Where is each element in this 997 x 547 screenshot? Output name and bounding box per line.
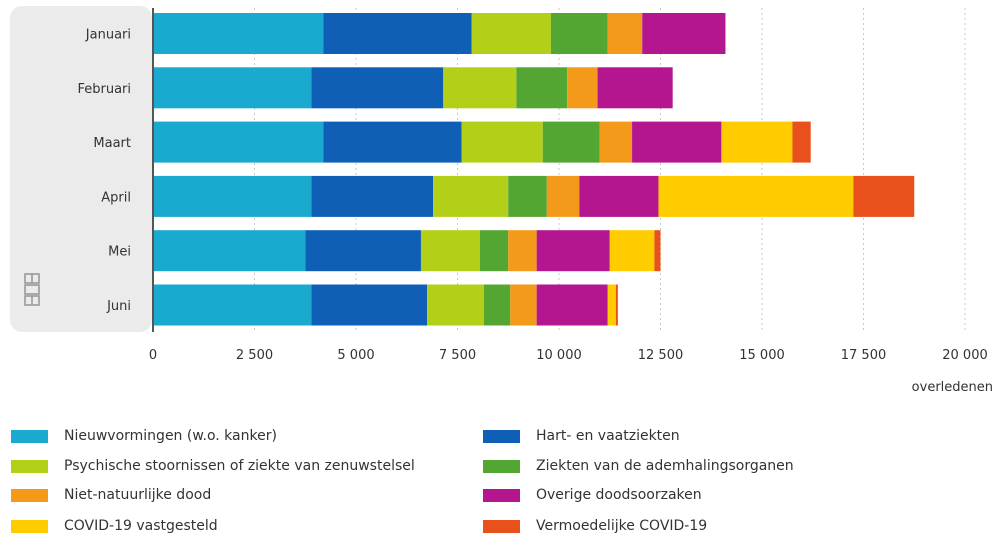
bar-segment bbox=[483, 284, 511, 326]
bar-segment bbox=[607, 13, 643, 54]
bar-segment bbox=[153, 230, 306, 272]
bar-segment bbox=[433, 175, 509, 217]
bar-segment bbox=[323, 13, 472, 54]
legend: Nieuwvormingen (w.o. kanker) Hart- en vaa… bbox=[0, 428, 997, 547]
bar-segment bbox=[323, 121, 462, 163]
bar-segment bbox=[792, 121, 811, 163]
x-tick-label: 17 500 bbox=[841, 348, 887, 363]
legend-item: Vermoedelijke COVID-19 bbox=[483, 515, 707, 537]
cbs-logo bbox=[24, 273, 40, 306]
bar-segment bbox=[607, 284, 616, 326]
legend-label: Overige doodsoorzaken bbox=[536, 487, 702, 503]
x-tick-label: 20 000 bbox=[942, 348, 988, 363]
x-tick-label: 10 000 bbox=[536, 348, 582, 363]
category-label: Januari bbox=[85, 28, 131, 43]
legend-item: COVID-19 vastgesteld bbox=[11, 515, 218, 537]
category-label: Februari bbox=[77, 82, 131, 97]
legend-swatch bbox=[483, 488, 520, 502]
bar-segment bbox=[471, 13, 551, 54]
legend-item: Psychische stoornissen of ziekte van zen… bbox=[11, 455, 415, 477]
bar-segment bbox=[642, 13, 726, 54]
legend-swatch bbox=[11, 459, 48, 473]
x-tick-label: 0 bbox=[149, 348, 157, 363]
bar-segment bbox=[546, 175, 580, 217]
legend-swatch bbox=[11, 488, 48, 502]
legend-swatch bbox=[483, 459, 520, 473]
category-labels: Januari Februari Maart April Mei Juni bbox=[77, 28, 131, 315]
bar-segment bbox=[427, 284, 484, 326]
legend-swatch bbox=[11, 429, 48, 443]
bar-segment bbox=[508, 230, 537, 272]
bar-segment bbox=[420, 230, 480, 272]
bar-segment bbox=[311, 284, 428, 326]
bar-segment bbox=[609, 230, 655, 272]
bar-segment bbox=[461, 121, 543, 163]
bar-segment bbox=[153, 67, 312, 109]
bar-segment bbox=[536, 230, 610, 272]
x-tick-label: 15 000 bbox=[739, 348, 785, 363]
legend-label: Vermoedelijke COVID-19 bbox=[536, 518, 708, 534]
bar-segment bbox=[853, 175, 915, 217]
grid-lines bbox=[254, 8, 966, 332]
bar-segment bbox=[305, 230, 421, 272]
legend-label: Psychische stoornissen of ziekte van zen… bbox=[64, 458, 415, 474]
bar-segment bbox=[311, 175, 434, 217]
category-panel bbox=[10, 6, 152, 332]
bar-segment bbox=[153, 284, 312, 326]
legend-item: Niet-natuurlijke dood bbox=[11, 484, 211, 506]
legend-swatch bbox=[483, 519, 520, 533]
category-label: Juni bbox=[106, 299, 131, 314]
x-tick-label: 5 000 bbox=[337, 348, 374, 363]
legend-label: Hart- en vaatziekten bbox=[536, 428, 680, 444]
bar-segment bbox=[510, 284, 537, 326]
bar-segment bbox=[536, 284, 608, 326]
legend-swatch bbox=[483, 429, 520, 443]
bar-segment bbox=[550, 13, 608, 54]
legend-item: Ziekten van de ademhalingsorganen bbox=[483, 455, 794, 477]
category-label: Mei bbox=[108, 245, 131, 260]
bar-segment bbox=[597, 67, 673, 109]
bar-segment bbox=[658, 175, 854, 217]
legend-swatch bbox=[11, 519, 48, 533]
bar-segment bbox=[516, 67, 568, 109]
bar-segment bbox=[632, 121, 722, 163]
bar-segment bbox=[153, 175, 312, 217]
category-label: Maart bbox=[93, 136, 131, 151]
bar-segment bbox=[153, 13, 324, 54]
bar-segment bbox=[654, 230, 661, 272]
bar-segment bbox=[599, 121, 633, 163]
category-label: April bbox=[101, 190, 131, 205]
bar-segment bbox=[721, 121, 793, 163]
bar-segment bbox=[579, 175, 659, 217]
bar-segment bbox=[542, 121, 600, 163]
legend-item: Overige doodsoorzaken bbox=[483, 484, 702, 506]
legend-item: Nieuwvormingen (w.o. kanker) bbox=[11, 425, 277, 447]
x-tick-label: 12 500 bbox=[638, 348, 684, 363]
x-tick-labels: 0 2 500 5 000 7 500 10 000 12 500 15 000 17 500… bbox=[149, 348, 988, 363]
legend-label: Ziekten van de ademhalingsorganen bbox=[536, 458, 794, 474]
x-tick-label: 7 500 bbox=[439, 348, 476, 363]
legend-label: COVID-19 vastgesteld bbox=[64, 518, 218, 534]
chart: Januari Februari Maart April Mei Juni 0 2 500 5… bbox=[10, 6, 993, 395]
bar-segment bbox=[615, 284, 618, 326]
bar-segment bbox=[443, 67, 517, 109]
bar-segment bbox=[479, 230, 509, 272]
x-tick-label: 2 500 bbox=[236, 348, 273, 363]
bar-segment bbox=[508, 175, 547, 217]
legend-item: Hart- en vaatziekten bbox=[483, 425, 680, 447]
bars bbox=[153, 13, 915, 326]
legend-label: Nieuwvormingen (w.o. kanker) bbox=[64, 428, 277, 444]
bar-segment bbox=[153, 121, 324, 163]
x-axis-label: overledenen bbox=[912, 380, 993, 395]
bar-segment bbox=[567, 67, 598, 109]
bar-segment bbox=[311, 67, 444, 109]
legend-label: Niet-natuurlijke dood bbox=[64, 487, 212, 503]
